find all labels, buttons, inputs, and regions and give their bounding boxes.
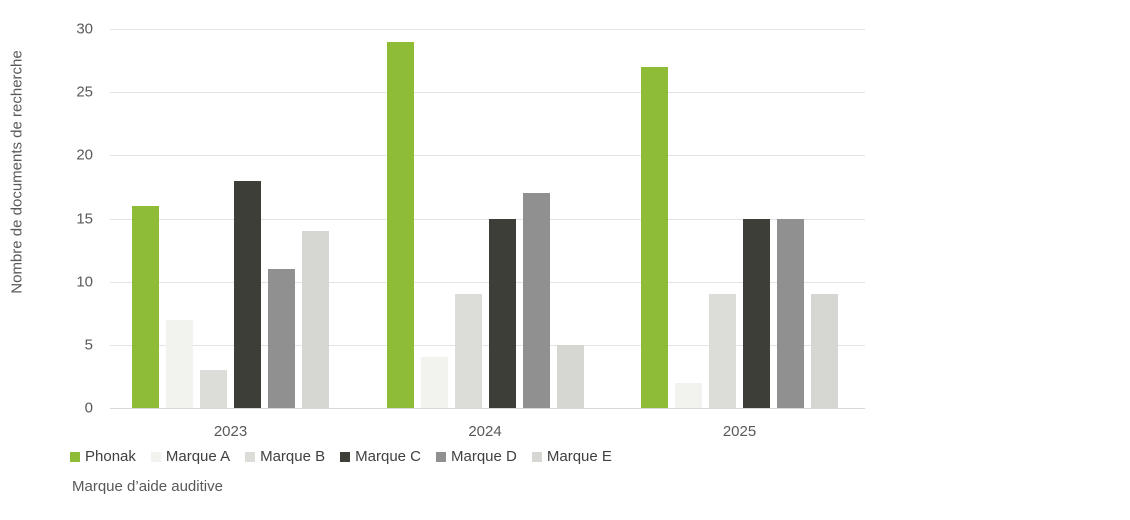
legend-label: Marque B [260,448,326,465]
gridline-20 [110,155,865,157]
legend-label: Marque D [451,448,517,465]
y-tick-label-30: 30 [76,20,93,38]
bar-marque-a-2023 [166,319,193,408]
y-tick-label-0: 0 [84,399,93,417]
bar-marque-b-2023 [200,370,227,408]
y-tick-label-20: 20 [76,146,93,164]
legend-label: Marque C [355,448,421,465]
bar-marque-d-2024 [522,193,550,408]
bar-marque-d-2023 [268,269,295,408]
gridline-5 [110,344,865,346]
legend-item-marque-c: Marque C [340,448,421,465]
y-tick-label-10: 10 [76,273,93,291]
legend-label: Marque E [546,448,612,465]
bar-marque-e-2024 [556,344,584,408]
gridline-30 [110,29,865,30]
x-tick-labels: 2023 2024 2025 [110,423,865,440]
legend-swatch-icon [150,451,161,462]
bar-phonak-2024 [386,41,414,408]
legend-swatch-icon [70,451,80,462]
plot-area [110,29,865,409]
bar-marque-a-2024 [420,357,448,408]
legend-item-marque-e: Marque E [531,448,612,465]
legend-item-marque-d: Marque D [436,448,517,465]
legend-label: Phonak [85,448,136,465]
bar-marque-c-2024 [488,218,516,408]
y-axis-title: Nombre de documents de recherche [8,50,26,294]
legend-swatch-icon [436,451,446,462]
y-tick-labels: 0 5 10 15 20 25 30 [38,21,93,417]
legend-label: Marque A [165,448,231,465]
x-tick-label-2024: 2024 [468,423,502,440]
legend: Phonak Marque A Marque B Marque C Marque D Ma… [70,448,612,465]
legend-item-marque-a: Marque A [150,448,231,465]
gridline-15 [110,218,865,220]
x-tick-label-2023: 2023 [213,423,248,440]
bar-marque-d-2025 [777,218,804,408]
x-tick-label-2025: 2025 [722,423,757,440]
bar-group-2023 [132,29,329,408]
bar-phonak-2023 [132,205,159,408]
legend-swatch-icon [340,451,351,462]
bar-marque-b-2024 [454,294,482,408]
bar-marque-e-2023 [302,231,329,408]
bar-marque-c-2025 [743,218,770,408]
bar-marque-c-2023 [234,180,261,408]
gridline-10 [110,281,865,283]
x-axis-line [110,408,865,409]
bar-marque-a-2025 [675,382,702,408]
bar-group-2024 [386,29,584,408]
bar-marque-b-2025 [709,294,736,408]
legend-swatch-icon [531,451,542,462]
x-axis-title: Marque d’aide auditive [72,478,223,495]
y-tick-label-15: 15 [76,210,93,227]
gridline-25 [110,92,865,94]
bar-phonak-2025 [641,66,668,408]
y-tick-label-25: 25 [76,83,93,101]
y-tick-label-5: 5 [84,336,93,354]
bars-layer [110,29,865,408]
legend-item-phonak: Phonak [70,448,136,465]
legend-item-marque-b: Marque B [245,448,325,465]
bar-marque-e-2025 [811,294,838,408]
legend-swatch-icon [245,451,256,462]
bar-group-2025 [641,29,838,408]
